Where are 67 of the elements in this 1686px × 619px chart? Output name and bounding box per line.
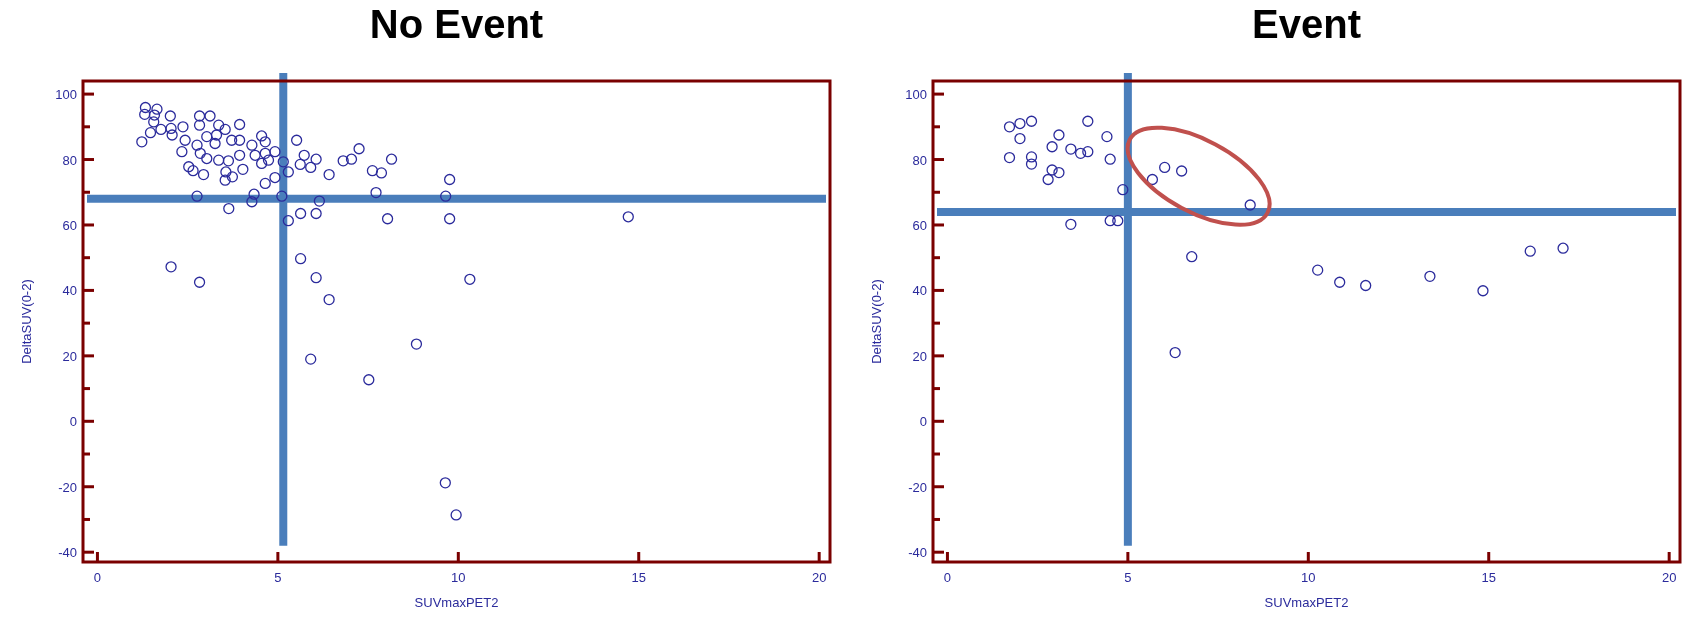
point [1042, 173, 1054, 186]
x-tick-label: 15 [1481, 570, 1496, 585]
y-tick-label: 0 [69, 414, 77, 430]
point [1175, 165, 1188, 177]
x-tick-label: 0 [93, 570, 102, 585]
x-tick-label: 20 [1661, 570, 1677, 585]
x-tick-label: 0 [943, 570, 952, 585]
y-tick-label: 80 [62, 152, 77, 168]
x-axis-title: SUVmaxPET2 [1264, 595, 1349, 610]
chart-title: No Event [369, 2, 544, 46]
point [1003, 151, 1016, 164]
point [1046, 141, 1058, 153]
point [1065, 143, 1077, 155]
point [1014, 117, 1026, 130]
point [1244, 199, 1256, 211]
point [1524, 245, 1536, 257]
point [1360, 279, 1372, 292]
point [1557, 242, 1569, 254]
y-tick-label: 20 [912, 348, 927, 364]
x-tick-label: 20 [811, 570, 827, 585]
x-tick-label: 10 [1301, 570, 1316, 585]
y-tick-label: 60 [912, 217, 927, 233]
point [1082, 146, 1094, 158]
point [1046, 164, 1058, 176]
point [1104, 153, 1116, 165]
x-tick-label: 15 [631, 570, 646, 585]
y-tick-label: 40 [62, 283, 77, 299]
y-axis-title: DeltaSUV(0-2) [869, 279, 884, 364]
point [1334, 276, 1346, 288]
y-tick-label: 20 [62, 348, 77, 364]
point [1112, 215, 1124, 227]
point [1025, 115, 1038, 127]
y-tick-label: 0 [919, 414, 927, 430]
y-tick-label: 100 [55, 87, 77, 103]
point [1082, 115, 1094, 127]
point [1065, 218, 1077, 230]
y-tick-label: -40 [908, 545, 927, 561]
point [1169, 346, 1181, 359]
point [1312, 264, 1324, 276]
point [1025, 151, 1038, 163]
point [1104, 215, 1116, 227]
point [1003, 121, 1016, 133]
y-axis-title: DeltaSUV(0-2) [19, 279, 34, 364]
point [1117, 183, 1129, 196]
point [1477, 285, 1489, 297]
point [1014, 132, 1026, 145]
chart-title: Event [1252, 2, 1361, 46]
point [1101, 130, 1113, 143]
point [1053, 129, 1065, 141]
x-tick-label: 5 [274, 570, 282, 585]
point [1053, 166, 1065, 179]
y-tick-label: 40 [912, 283, 927, 299]
x-tick-label: 5 [1124, 570, 1132, 585]
point [1025, 158, 1038, 170]
y-tick-label: -40 [58, 545, 77, 561]
y-tick-label: -20 [58, 479, 77, 495]
point [1424, 270, 1436, 282]
point [1146, 173, 1159, 186]
x-axis-title: SUVmaxPET2 [414, 595, 499, 610]
point [1186, 251, 1198, 263]
y-tick-label: 60 [62, 217, 77, 233]
point [1074, 147, 1087, 159]
y-tick-label: -20 [908, 479, 927, 495]
point [1159, 161, 1171, 174]
x-tick-label: 10 [451, 570, 466, 585]
y-tick-label: 100 [905, 87, 927, 103]
y-tick-label: 80 [912, 152, 927, 168]
